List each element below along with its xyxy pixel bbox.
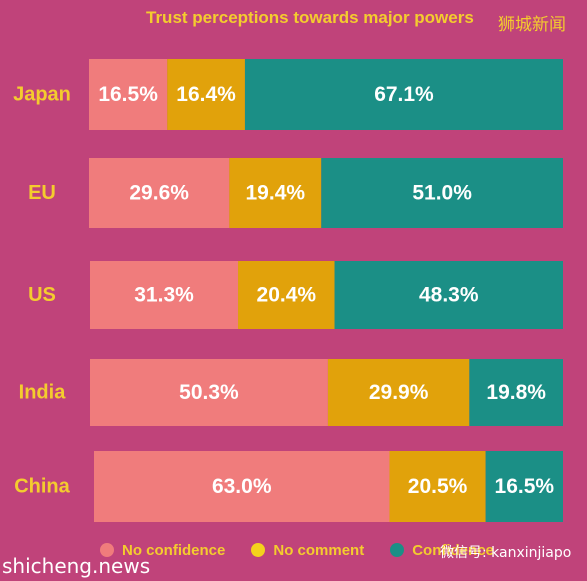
legend: No confidence No comment Confidence bbox=[100, 540, 520, 560]
bar-us-no-comment bbox=[238, 261, 335, 329]
watermark-top-right: 狮城新闻 bbox=[498, 15, 566, 35]
data-label-japan-confidence: 67.1% bbox=[374, 83, 434, 106]
legend-item-no-confidence: No confidence bbox=[100, 542, 225, 559]
data-label-eu-no-comment: 19.4% bbox=[246, 182, 306, 205]
data-label-india-no-confidence: 50.3% bbox=[179, 381, 239, 404]
category-label-india: India bbox=[19, 382, 67, 404]
data-label-eu-confidence: 51.0% bbox=[412, 182, 472, 205]
bar-india-no-confidence bbox=[90, 359, 328, 426]
legend-label-confidence: Confidence bbox=[412, 541, 494, 559]
data-label-us-confidence: 48.3% bbox=[419, 284, 479, 307]
bar-india-no-comment bbox=[327, 359, 470, 426]
data-label-china-no-confidence: 63.0% bbox=[212, 475, 272, 498]
legend-item-no-comment: No comment bbox=[251, 542, 364, 559]
bar-us-no-confidence bbox=[90, 261, 239, 329]
bar-eu-no-comment bbox=[229, 158, 322, 228]
bar-india-confidence bbox=[469, 359, 563, 426]
watermark-bottom-left: shicheng.news bbox=[2, 554, 151, 578]
data-label-japan-no-comment: 16.4% bbox=[176, 83, 236, 106]
bar-eu-confidence bbox=[321, 158, 563, 228]
bar-japan-no-confidence bbox=[89, 59, 168, 130]
category-label-china: China bbox=[14, 476, 70, 498]
bar-eu-no-confidence bbox=[89, 158, 230, 228]
data-label-china-no-comment: 20.5% bbox=[408, 475, 468, 498]
data-label-japan-no-confidence: 16.5% bbox=[98, 83, 158, 106]
bar-japan-no-comment bbox=[167, 59, 245, 130]
data-label-china-confidence: 16.5% bbox=[495, 475, 555, 498]
legend-label-no-comment: No comment bbox=[273, 541, 365, 559]
bar-china-no-comment bbox=[389, 451, 486, 522]
category-label-us: US bbox=[28, 284, 56, 306]
legend-swatch-no-comment bbox=[251, 543, 266, 557]
data-label-eu-no-confidence: 29.6% bbox=[129, 182, 189, 205]
data-label-us-no-confidence: 31.3% bbox=[134, 284, 194, 307]
data-label-india-no-comment: 29.9% bbox=[369, 381, 429, 404]
legend-swatch-no-confidence bbox=[100, 543, 114, 557]
bar-china-no-confidence bbox=[94, 451, 390, 522]
chart-title: Trust perceptions towards major powers bbox=[146, 8, 474, 27]
legend-label-no-confidence: No confidence bbox=[122, 541, 226, 559]
legend-swatch-confidence bbox=[390, 543, 405, 557]
bar-china-confidence bbox=[485, 451, 563, 522]
bar-us-confidence bbox=[334, 261, 563, 329]
category-label-eu: EU bbox=[28, 182, 56, 204]
category-label-japan: Japan bbox=[13, 84, 71, 106]
legend-item-confidence: Confidence bbox=[390, 542, 494, 559]
bar-japan-confidence bbox=[244, 59, 564, 130]
data-label-india-confidence: 19.8% bbox=[486, 381, 546, 404]
watermark-bottom-right: 微信号: kanxinjiapo bbox=[440, 545, 572, 561]
data-label-us-no-comment: 20.4% bbox=[257, 284, 317, 307]
